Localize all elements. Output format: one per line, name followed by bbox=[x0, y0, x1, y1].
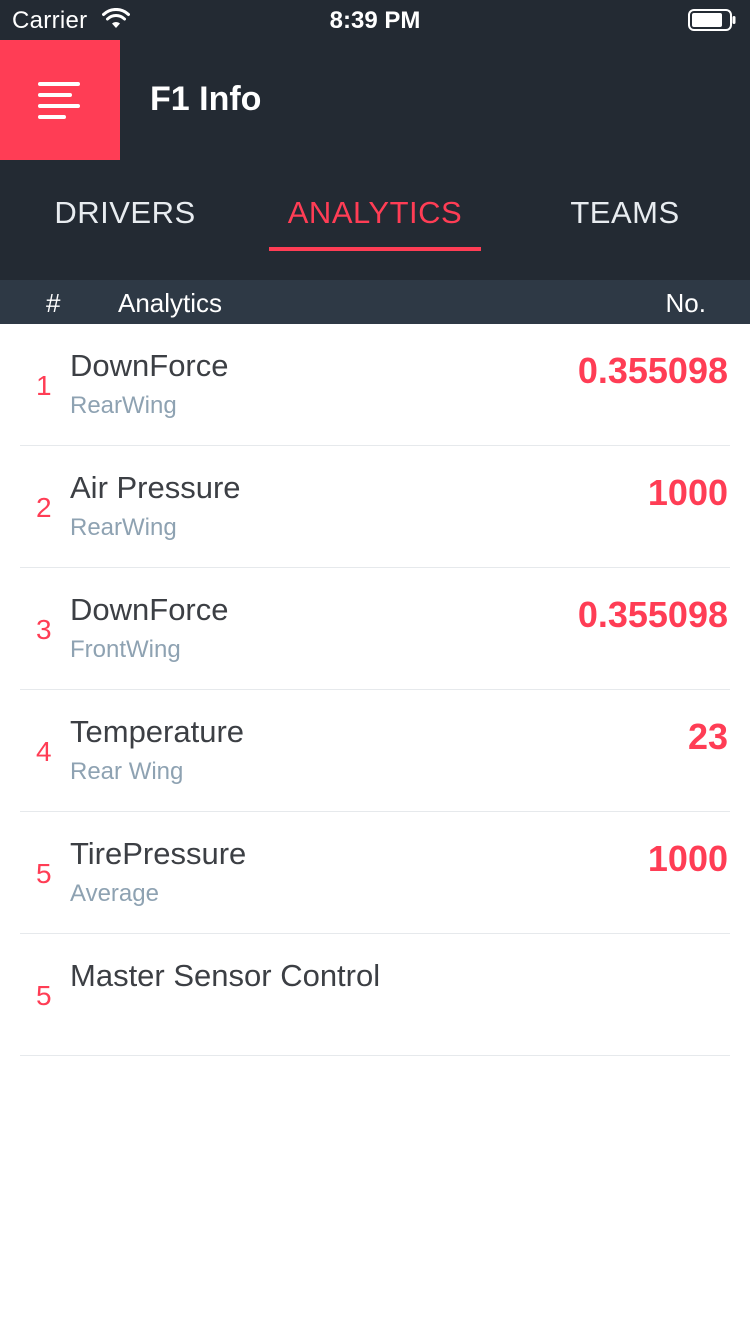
row-title: DownForce bbox=[70, 592, 229, 627]
status-bar: Carrier 8:39 PM bbox=[0, 0, 750, 40]
app-header: Carrier 8:39 PM F1 Info DRIVERS ANALYTIC… bbox=[0, 0, 750, 280]
row-title: TirePressure bbox=[70, 836, 247, 871]
row-title: Air Pressure bbox=[70, 470, 241, 505]
carrier-label: Carrier bbox=[12, 7, 88, 34]
row-index: 5 bbox=[36, 858, 52, 889]
list-item[interactable]: 4 Temperature Rear Wing 23 bbox=[20, 690, 730, 812]
row-index: 2 bbox=[36, 492, 52, 523]
row-index: 4 bbox=[36, 736, 52, 767]
list-item[interactable]: 3 DownForce FrontWing 0.355098 bbox=[20, 568, 730, 690]
wifi-icon bbox=[102, 8, 130, 28]
row-subtitle: Average bbox=[70, 880, 159, 907]
row-subtitle: RearWing bbox=[70, 392, 177, 419]
row-subtitle: FrontWing bbox=[70, 636, 181, 663]
row-index: 3 bbox=[36, 614, 52, 645]
row-value: 0.355098 bbox=[577, 350, 728, 391]
row-value: 0.355098 bbox=[577, 594, 728, 635]
analytics-list: 1 DownForce RearWing 0.355098 2 Air Pres… bbox=[0, 324, 750, 1056]
row-index: 5 bbox=[36, 980, 52, 1011]
row-subtitle: Rear Wing bbox=[70, 758, 184, 785]
menu-icon-line bbox=[38, 104, 80, 108]
row-title: DownForce bbox=[70, 348, 229, 383]
clock: 8:39 PM bbox=[329, 7, 421, 34]
menu-icon-line bbox=[38, 115, 66, 119]
menu-icon bbox=[38, 82, 80, 86]
column-header-analytics: Analytics bbox=[118, 288, 223, 318]
table-header: # Analytics No. bbox=[0, 280, 750, 324]
list-item[interactable]: 2 Air Pressure RearWing 1000 bbox=[20, 446, 730, 568]
menu-icon-line bbox=[38, 93, 72, 97]
column-header-number: # bbox=[46, 288, 61, 318]
row-index: 1 bbox=[36, 370, 52, 401]
row-subtitle: RearWing bbox=[70, 514, 177, 541]
row-value: 1000 bbox=[647, 838, 728, 879]
row-value: 23 bbox=[687, 716, 728, 757]
list-item[interactable]: 5 TirePressure Average 1000 bbox=[20, 812, 730, 934]
row-title: Temperature bbox=[70, 714, 245, 749]
battery-icon bbox=[688, 9, 736, 31]
tab-teams[interactable]: TEAMS bbox=[570, 195, 680, 230]
tab-analytics[interactable]: ANALYTICS bbox=[287, 195, 463, 230]
tab-bar: DRIVERS ANALYTICS TEAMS bbox=[0, 195, 750, 255]
active-tab-indicator bbox=[269, 247, 481, 251]
list-item[interactable]: 1 DownForce RearWing 0.355098 bbox=[20, 324, 730, 446]
page-title: F1 Info bbox=[150, 80, 262, 118]
tab-drivers[interactable]: DRIVERS bbox=[54, 195, 196, 230]
row-title: Master Sensor Control bbox=[70, 958, 381, 993]
row-value: 1000 bbox=[647, 472, 728, 513]
column-header-value: No. bbox=[665, 288, 706, 318]
list-item[interactable]: 5 Master Sensor Control bbox=[20, 934, 730, 1056]
menu-button[interactable] bbox=[0, 40, 120, 160]
